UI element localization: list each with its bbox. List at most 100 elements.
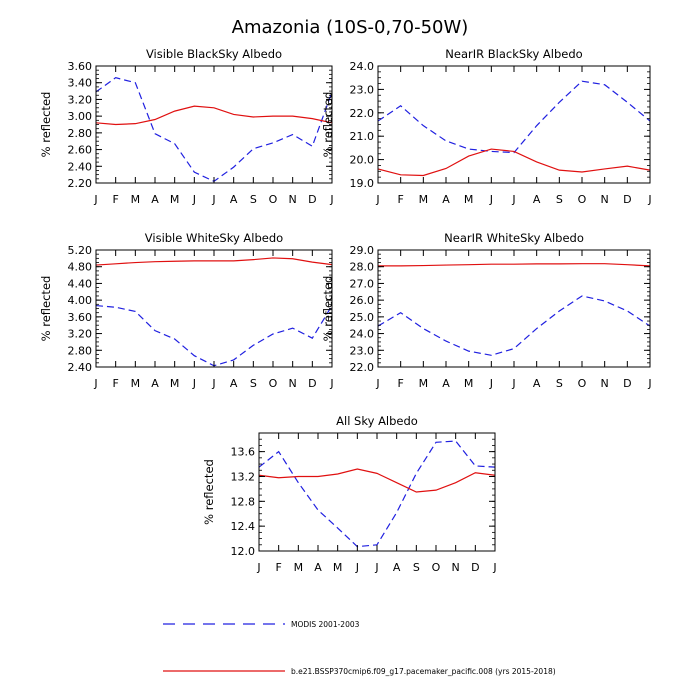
y-tick-label: 24.0 xyxy=(350,60,375,73)
x-tick-label: M xyxy=(294,561,304,574)
y-tick-label: 19.0 xyxy=(350,177,375,190)
x-tick-label: J xyxy=(489,377,493,390)
y-tick-label: 4.40 xyxy=(68,277,93,290)
x-tick-label: F xyxy=(398,193,404,206)
y-axis-label: % reflected xyxy=(39,276,53,342)
x-tick-label: J xyxy=(192,377,196,390)
x-tick-label: J xyxy=(192,193,196,206)
plot-frame xyxy=(377,65,651,184)
x-tick-label: A xyxy=(533,377,541,390)
x-tick-label: J xyxy=(489,193,493,206)
x-tick-label: A xyxy=(151,377,159,390)
y-axis-label: % reflected xyxy=(321,92,335,158)
x-tick-label: N xyxy=(289,193,297,206)
x-tick-label: J xyxy=(211,193,215,206)
y-tick-label: 20.0 xyxy=(350,154,375,167)
y-tick-label: 3.60 xyxy=(68,60,93,73)
y-tick-label: 22.0 xyxy=(350,361,375,374)
x-tick-label: N xyxy=(289,377,297,390)
x-tick-label: J xyxy=(211,377,215,390)
chart-panel-5: All Sky Albedo % reflected 12.0 12.4 12.8 13.… xyxy=(202,414,497,574)
x-tick-label: J xyxy=(329,193,333,206)
x-tick-label: M xyxy=(170,193,180,206)
y-tick-label: 23.0 xyxy=(350,344,375,357)
series-line-modis xyxy=(377,80,651,154)
x-tick-label: M xyxy=(170,377,180,390)
panel-title: All Sky Albedo xyxy=(336,414,418,428)
y-tick-label: 28.0 xyxy=(350,261,375,274)
x-tick-label: M xyxy=(464,377,474,390)
x-tick-label: A xyxy=(230,193,238,206)
y-tick-label: 13.2 xyxy=(231,470,256,483)
x-tick-label: D xyxy=(623,377,631,390)
x-tick-label: S xyxy=(556,377,563,390)
x-tick-label: J xyxy=(375,377,379,390)
x-tick-label: M xyxy=(464,193,474,206)
chart-panel-3: Visible WhiteSky Albedo % reflected 2.40 2.… xyxy=(39,231,334,390)
y-tick-label: 5.20 xyxy=(68,244,93,257)
x-tick-label: O xyxy=(578,377,587,390)
y-tick-label: 2.40 xyxy=(68,361,93,374)
y-tick-label: 29.0 xyxy=(350,244,375,257)
y-tick-label: 4.80 xyxy=(68,261,93,274)
y-tick-label: 3.40 xyxy=(68,77,93,90)
y-tick-label: 2.80 xyxy=(68,127,93,140)
x-tick-label: J xyxy=(647,377,651,390)
panel-title: Visible BlackSky Albedo xyxy=(146,47,282,61)
series-line-model xyxy=(378,263,651,267)
x-tick-label: M xyxy=(131,193,141,206)
x-tick-label: F xyxy=(276,561,282,574)
series-line-modis xyxy=(95,77,333,183)
y-tick-label: 25.0 xyxy=(350,311,375,324)
chart-panel-2: NearIR BlackSky Albedo % reflected 19.0 20.… xyxy=(321,47,652,206)
y-tick-label: 4.00 xyxy=(68,294,93,307)
x-tick-label: A xyxy=(393,561,401,574)
panel-title: NearIR BlackSky Albedo xyxy=(445,47,582,61)
x-tick-label: J xyxy=(511,377,515,390)
x-tick-label: M xyxy=(419,193,429,206)
x-tick-label: A xyxy=(151,193,159,206)
y-tick-label: 12.0 xyxy=(231,545,256,558)
y-tick-label: 3.00 xyxy=(68,110,93,123)
y-tick-label: 2.20 xyxy=(68,177,93,190)
x-tick-label: A xyxy=(533,193,541,206)
series-line-model xyxy=(95,257,333,266)
y-tick-label: 22.0 xyxy=(350,107,375,120)
x-tick-label: A xyxy=(442,377,450,390)
x-tick-label: A xyxy=(442,193,450,206)
plot-frame xyxy=(95,249,333,368)
x-tick-label: J xyxy=(256,561,260,574)
x-tick-label: M xyxy=(333,561,343,574)
x-tick-label: O xyxy=(269,377,278,390)
y-axis-label: % reflected xyxy=(39,92,53,158)
y-tick-label: 12.8 xyxy=(231,495,256,508)
x-tick-label: J xyxy=(374,561,378,574)
x-tick-label: A xyxy=(230,377,238,390)
x-tick-label: J xyxy=(93,377,97,390)
chart-panels: Visible BlackSky Albedo % reflected 2.20 2.… xyxy=(39,47,652,574)
x-tick-label: D xyxy=(308,193,316,206)
main-title: Amazonia (10S-0,70-50W) xyxy=(232,17,469,38)
plot-frame xyxy=(95,65,333,184)
x-tick-label: D xyxy=(471,561,479,574)
x-tick-label: N xyxy=(452,561,460,574)
y-axis-label: % reflected xyxy=(202,459,216,525)
y-tick-label: 26.0 xyxy=(350,294,375,307)
x-tick-label: S xyxy=(556,193,563,206)
series-line-model xyxy=(258,468,496,493)
series-line-model xyxy=(377,148,651,177)
y-tick-label: 21.0 xyxy=(350,130,375,143)
x-tick-label: O xyxy=(432,561,441,574)
x-tick-label: M xyxy=(131,377,141,390)
y-tick-label: 2.80 xyxy=(68,344,93,357)
x-tick-label: F xyxy=(113,377,119,390)
x-tick-label: J xyxy=(329,377,333,390)
x-tick-label: N xyxy=(601,377,609,390)
x-tick-label: J xyxy=(647,193,651,206)
y-tick-label: 2.60 xyxy=(68,144,93,157)
x-tick-label: F xyxy=(398,377,404,390)
series-line-modis xyxy=(95,304,333,367)
panel-title: Visible WhiteSky Albedo xyxy=(145,231,283,245)
series-line-modis xyxy=(377,295,651,356)
